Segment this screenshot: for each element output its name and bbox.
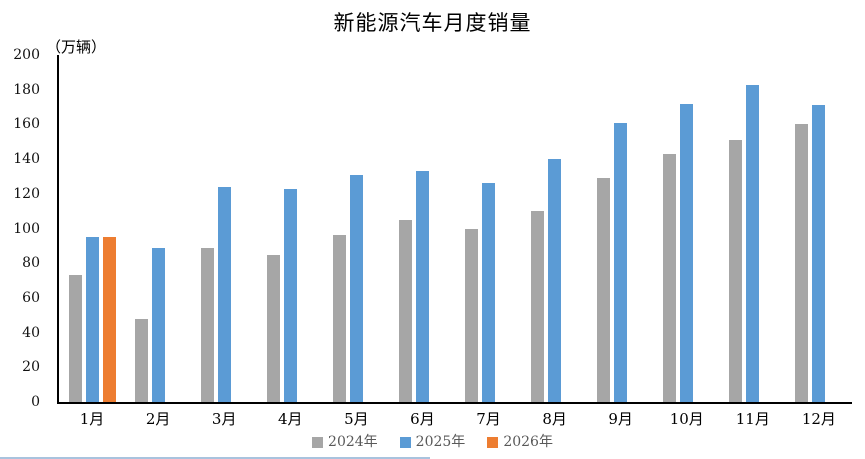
x-tick-label-3月: 3月	[211, 410, 237, 428]
y-tick-label-180: 180	[13, 81, 40, 98]
bar-2025年-5月	[349, 174, 363, 402]
bar-2025年-1月	[85, 237, 99, 402]
y-axis: 0 20 40 60 80 100 120 140 160 180 200	[0, 48, 40, 409]
bar-2024年-6月	[398, 219, 412, 402]
x-tick-label-7月: 7月	[476, 410, 501, 428]
x-tick-label-4月: 4月	[278, 410, 303, 428]
y-tick-label-120: 120	[13, 185, 40, 202]
x-tick-label-2月: 2月	[145, 410, 171, 428]
bar-group-9月: 9月	[588, 55, 654, 428]
bar-group-1月: 1月	[59, 55, 125, 428]
legend-swatch-icon	[487, 436, 499, 448]
legend-item-2025年: 2025年	[399, 434, 466, 450]
legend-label: 2026年	[503, 434, 553, 450]
legend-swatch-icon	[399, 436, 411, 448]
bar-2024年-9月	[597, 178, 611, 402]
legend-item-2026年: 2026年	[487, 435, 553, 449]
bar-group-12月: 12月	[786, 55, 852, 428]
y-tick-label-80: 80	[22, 255, 40, 272]
legend-swatch-icon	[312, 436, 324, 448]
bar-2025年-6月	[415, 171, 429, 402]
bar-group-3月: 3月	[191, 55, 257, 428]
bar-2025年-8月	[548, 159, 562, 402]
y-tick-label-40: 40	[22, 324, 40, 341]
bar-2024年-10月	[663, 153, 677, 402]
y-tick-label-0: 0	[31, 394, 40, 410]
bar-2025年-7月	[482, 183, 495, 402]
bar-2024年-5月	[332, 235, 346, 402]
x-tick-label-6月: 6月	[410, 410, 435, 428]
y-tick-label-200: 200	[13, 47, 40, 63]
chart-title: 新能源汽车月度销量	[333, 11, 532, 35]
bar-group-7月: 7月	[455, 55, 521, 428]
x-tick-label-5月: 5月	[344, 410, 369, 428]
y-tick-label-140: 140	[13, 151, 40, 168]
x-tick-label-9月: 9月	[608, 410, 633, 428]
bar-group-10月: 10月	[654, 55, 720, 428]
legend-label: 2025年	[415, 434, 466, 450]
y-tick-label-160: 160	[13, 116, 40, 133]
legend: 2024年 2025年 2026年	[0, 435, 865, 449]
y-tick-label-100: 100	[13, 220, 40, 237]
legend-label: 2024年	[328, 434, 378, 450]
x-tick-label-11月: 11月	[735, 410, 770, 428]
plot-area: 1月 2月 3月 4月 5月 6月 7月 8月 9月 10月 11月 12月	[57, 55, 852, 428]
bar-2024年-7月	[465, 228, 478, 402]
bar-2024年-4月	[266, 254, 280, 402]
bar-2025年-9月	[614, 122, 628, 402]
bar-group-4月: 4月	[257, 55, 323, 428]
bar-2024年-2月	[134, 318, 148, 402]
bar-2025年-10月	[680, 103, 694, 402]
bar-group-11月: 11月	[720, 55, 786, 428]
bar-2025年-12月	[812, 105, 826, 402]
x-tick-label-10月: 10月	[669, 410, 704, 428]
bar-2024年-12月	[795, 124, 809, 402]
bar-2024年-11月	[729, 140, 743, 402]
bar-2024年-8月	[531, 211, 545, 402]
y-tick-label-60: 60	[22, 289, 40, 306]
legend-item-2024年: 2024年	[312, 435, 378, 449]
y-axis-unit-label: （万辆）	[46, 38, 107, 56]
bar-group-6月: 6月	[389, 55, 455, 428]
bar-group-5月: 5月	[323, 55, 389, 428]
footer-line-decoration	[0, 457, 430, 459]
x-tick-label-12月: 12月	[801, 410, 836, 428]
bar-2024年-3月	[200, 247, 214, 402]
bar-2024年-1月	[68, 275, 82, 402]
x-tick-label-8月: 8月	[542, 410, 567, 428]
bar-group-8月: 8月	[522, 55, 588, 428]
y-tick-label-20: 20	[22, 359, 40, 376]
bar-2025年-11月	[746, 84, 760, 402]
bar-2026年-1月	[102, 237, 116, 402]
bar-2025年-4月	[283, 188, 297, 402]
x-tick-label-1月: 1月	[79, 410, 105, 428]
bar-group-2月: 2月	[125, 55, 191, 428]
bar-2025年-3月	[217, 186, 231, 402]
bar-2025年-2月	[151, 247, 165, 402]
